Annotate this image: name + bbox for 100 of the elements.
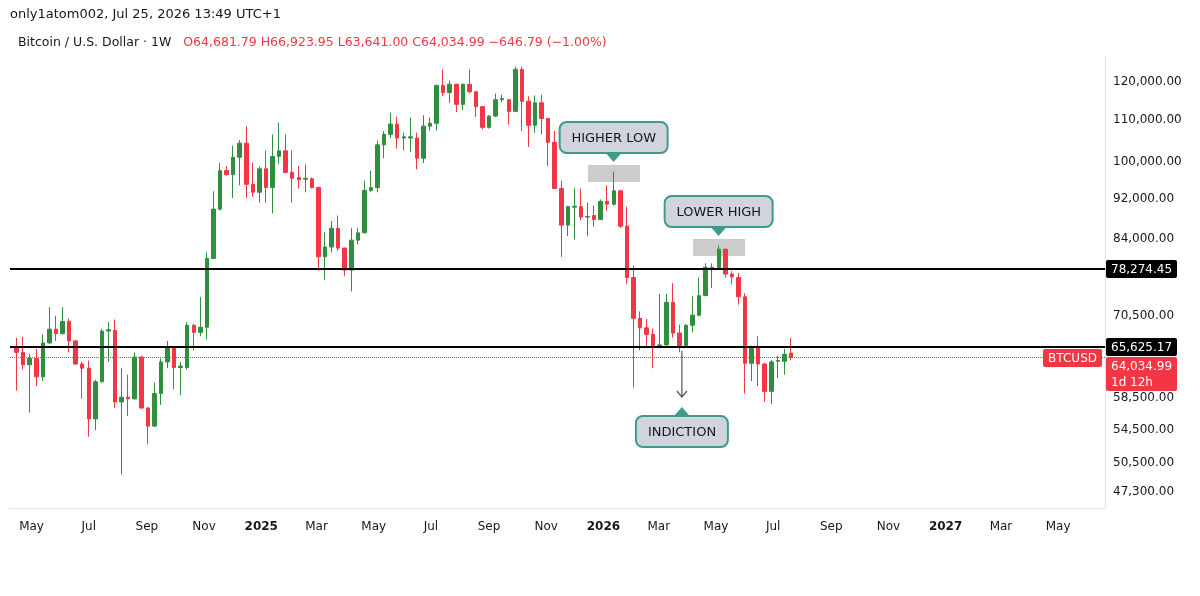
annotation: BTCUSD xyxy=(1043,348,1102,367)
candlestick xyxy=(310,176,314,189)
candlestick xyxy=(382,130,386,159)
y-tick-label: 110,000.00 xyxy=(1113,112,1182,127)
candlestick xyxy=(342,247,347,277)
x-tick-label: Sep xyxy=(819,519,843,533)
x-tick-label: 2027 xyxy=(928,519,963,533)
candlestick xyxy=(454,83,459,113)
candlestick xyxy=(146,406,150,445)
candlestick xyxy=(47,306,52,345)
x-tick-label: Sep xyxy=(477,519,501,533)
candlestick xyxy=(185,321,189,371)
candlestick xyxy=(447,80,452,104)
candlestick xyxy=(41,333,45,382)
x-tick-label: Jul xyxy=(422,519,439,533)
candlestick xyxy=(60,306,65,335)
x-tick-label: May xyxy=(361,519,387,533)
candlestick xyxy=(736,272,741,306)
candlestick xyxy=(520,66,524,132)
y-tick-label: 58,500.00 xyxy=(1113,390,1175,405)
candlestick xyxy=(231,145,235,199)
ref-line-label: 65,625.17 xyxy=(1111,338,1173,355)
candlestick xyxy=(395,116,399,150)
candlestick xyxy=(579,188,583,221)
candlestick xyxy=(618,189,623,229)
candlestick xyxy=(303,163,308,193)
candlestick xyxy=(283,133,288,174)
candlestick xyxy=(362,180,367,234)
x-tick-label: Mar xyxy=(305,519,328,533)
x-tick-label: Jul xyxy=(764,519,781,533)
candlestick xyxy=(54,315,58,342)
y-tick-label: 70,500.00 xyxy=(1113,308,1175,323)
candlestick xyxy=(67,317,71,353)
annotation: HIGHER LOW xyxy=(558,121,670,155)
candlestick xyxy=(461,83,465,111)
candlestick xyxy=(415,132,419,170)
candlestick xyxy=(598,198,603,221)
candlestick xyxy=(703,262,708,297)
candlestick xyxy=(690,295,695,333)
candlestick xyxy=(388,112,393,139)
x-tick-label: Nov xyxy=(192,519,216,533)
candlestick xyxy=(270,133,275,215)
candlestick xyxy=(323,231,327,281)
candlestick xyxy=(264,149,268,204)
candlestick xyxy=(106,321,111,363)
text: only1atom002, Jul 25, 2026 13:49 UTC+1 xyxy=(10,6,281,21)
candlestick xyxy=(684,323,688,348)
candlestick xyxy=(782,348,787,376)
chart-title: Bitcoin / U.S. Dollar · 1W xyxy=(18,34,172,49)
candlestick xyxy=(244,125,249,199)
candlestick xyxy=(572,188,577,241)
x-tick-label: Mar xyxy=(989,519,1013,533)
candlestick xyxy=(671,282,675,339)
candlestick xyxy=(257,166,262,204)
candlestick xyxy=(539,94,544,135)
candlestick xyxy=(657,293,662,349)
candlestick xyxy=(526,95,531,148)
candlestick xyxy=(546,117,550,167)
candlestick xyxy=(730,270,734,285)
candlestick xyxy=(205,251,209,341)
x-tick-label: Nov xyxy=(534,519,558,533)
candlestick xyxy=(178,361,183,396)
candlestick xyxy=(474,90,478,118)
y-tick-label: 100,000.00 xyxy=(1113,154,1182,169)
candlestick xyxy=(93,379,98,431)
candlestick xyxy=(500,94,504,103)
candlestick xyxy=(100,328,104,384)
y-tick-label: 50,500.00 xyxy=(1113,455,1175,470)
candlestick xyxy=(749,345,754,382)
chart-subtitle: O64,681.79 H66,923.95 L63,641.00 C64,034.99 −646.79 (−1.00%) xyxy=(183,34,607,49)
x-tick-label: Jul xyxy=(80,519,96,533)
candlestick xyxy=(297,165,301,189)
candlestick xyxy=(487,114,491,130)
candlestick xyxy=(87,360,91,438)
candlestick xyxy=(493,93,498,118)
candlestick xyxy=(237,139,242,186)
candlestick xyxy=(559,180,564,258)
candlestick xyxy=(224,165,229,177)
y-tick-label: 54,500.00 xyxy=(1113,421,1175,436)
candlestick xyxy=(192,323,196,351)
y-tick-label: 120,000.00 xyxy=(1113,73,1182,88)
candlestick xyxy=(513,66,518,113)
text: 1d 12h xyxy=(1111,373,1154,390)
candlestick xyxy=(664,293,669,347)
y-tick-label: 84,000.00 xyxy=(1113,231,1175,246)
candlestick xyxy=(356,227,360,245)
candlestick xyxy=(552,130,557,190)
candlestick xyxy=(644,318,649,349)
candlestick xyxy=(533,95,537,134)
candlestick xyxy=(638,310,642,351)
candlestick xyxy=(441,68,445,97)
candlestick xyxy=(27,353,32,414)
candlestick xyxy=(277,121,281,165)
candlestick xyxy=(710,262,714,289)
candlestick xyxy=(480,105,485,130)
candlestick xyxy=(585,202,590,237)
candlestick xyxy=(592,205,596,228)
candlestick xyxy=(349,227,354,292)
x-tick-label: Nov xyxy=(876,519,901,533)
candlestick xyxy=(428,117,432,132)
